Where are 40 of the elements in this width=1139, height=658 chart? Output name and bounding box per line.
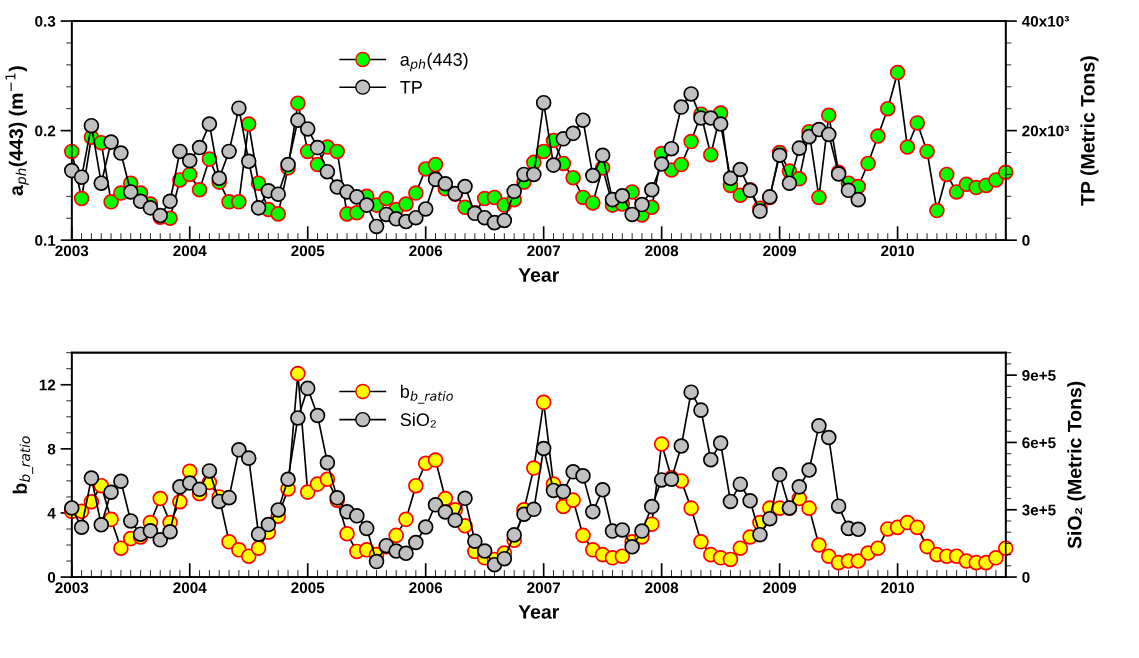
x-tick-label: 2008 [645, 582, 679, 594]
y2-axis-title: SiO₂ (Metric Tons) [1067, 381, 1086, 549]
y-tick-label: 0.3 [35, 15, 56, 27]
y2-tick-label: 9e+5 [1022, 369, 1056, 381]
y2-tick-label: 20x10³ [1022, 125, 1069, 137]
x-tick-label: 2010 [881, 582, 914, 594]
y-tick-label: 0.1 [35, 235, 56, 246]
y2-tick-label: 0 [1022, 235, 1030, 246]
y-axis-title: a$_{ph}$(443) (m$^{−1}$) [5, 66, 29, 196]
x-tick-label: 2003 [55, 582, 89, 594]
y-tick-label: 4 [47, 507, 56, 519]
x-axis-title: Year [518, 268, 559, 282]
x-tick-label: 2006 [409, 245, 443, 257]
x-tick-label: 2005 [291, 582, 325, 594]
x-tick-label: 2003 [55, 245, 89, 257]
y2-tick-label: 6e+5 [1022, 437, 1056, 449]
y2-axis-title: TP (Metric Tons) [1080, 56, 1099, 206]
y2-tick-label: 40x10³ [1021, 15, 1069, 27]
y2-tick-label: 0 [1022, 571, 1030, 583]
x-tick-label: 2007 [527, 582, 560, 594]
y-tick-label: 8 [47, 443, 56, 455]
x-tick-label: 2007 [527, 245, 560, 257]
x-tick-label: 2008 [645, 245, 679, 257]
y-tick-label: 0 [47, 571, 56, 583]
x-tick-label: 2009 [763, 245, 797, 257]
legend-label: SiO₂ [400, 412, 436, 428]
x-tick-label: 2010 [881, 245, 914, 257]
x-tick-label: 2009 [763, 582, 797, 594]
x-tick-label: 2004 [173, 245, 207, 257]
y-tick-label: 12 [39, 379, 56, 391]
x-tick-label: 2004 [173, 582, 207, 594]
legend-label: a$_{ph}$(443) [400, 52, 468, 72]
x-axis-title: Year [518, 605, 559, 619]
y2-tick-label: 3e+5 [1022, 504, 1056, 516]
x-tick-label: 2005 [291, 245, 325, 257]
legend-label: TP [400, 81, 422, 94]
x-tick-label: 2006 [409, 582, 443, 594]
legend-label: b$_{b_ratio}$ [400, 384, 453, 404]
y-axis-title: b$_{b_ratio}$ [12, 436, 34, 494]
y-tick-label: 0.2 [35, 125, 56, 137]
